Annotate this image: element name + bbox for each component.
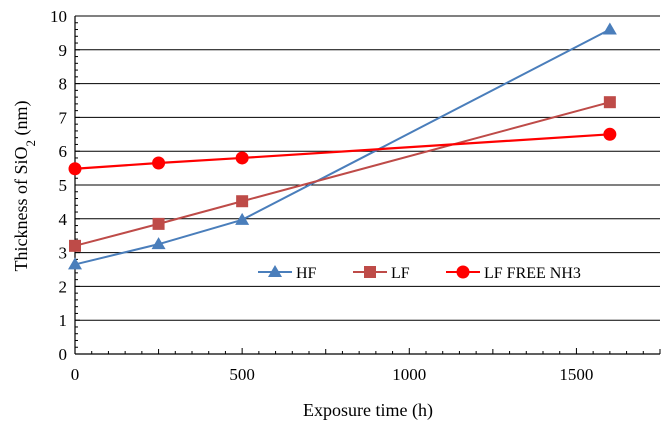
y-tick-label: 4 (59, 210, 68, 229)
y-axis-title-suffix: (nm) (11, 101, 32, 141)
data-point (236, 195, 249, 208)
legend-marker (364, 266, 376, 278)
y-axis-title-prefix: Thickness of SiO (11, 147, 31, 272)
data-point (603, 127, 617, 141)
x-tick-label: 1500 (559, 365, 593, 384)
legend-marker (456, 265, 470, 279)
x-tick-label: 0 (71, 365, 80, 384)
y-axis-title: Thickness of SiO2 (nm) (11, 101, 38, 272)
data-point (235, 151, 249, 165)
series-line-3 (74, 133, 610, 170)
tick-labels: 0 1 2 3 4 5 6 7 8 9 10 0 500 1000 1500 (50, 7, 593, 384)
axes (74, 15, 661, 355)
y-tick-label: 9 (59, 41, 68, 60)
data-point (152, 217, 165, 230)
data-point (68, 257, 82, 270)
y-tick-label: 3 (59, 244, 68, 263)
y-tick-label: 2 (59, 277, 68, 296)
y-tick-label: 6 (59, 142, 68, 161)
y-tick-label: 0 (59, 345, 68, 364)
data-point (603, 96, 616, 109)
series-lines (68, 22, 617, 270)
series-line-1 (74, 28, 611, 266)
y-tick-label: 5 (59, 176, 68, 195)
legend-label: LF (391, 265, 410, 282)
grid-lines (75, 15, 660, 321)
data-point (602, 22, 617, 35)
x-tick-label: 500 (229, 365, 255, 384)
data-point (69, 239, 81, 252)
y-tick-label: 1 (59, 311, 68, 330)
data-point (152, 156, 166, 170)
y-tick-label: 10 (50, 7, 67, 26)
data-point (151, 237, 166, 250)
y-tick-label: 8 (59, 75, 68, 94)
legend: HF LF LF FREE NH3 (258, 265, 581, 282)
data-point (68, 162, 82, 176)
legend-label: HF (296, 265, 317, 282)
series-line-2 (74, 101, 611, 247)
legend-label: LF FREE NH3 (484, 265, 581, 282)
x-axis-title: Exposure time (h) (303, 400, 433, 421)
y-axis-title-subscript: 2 (23, 140, 38, 147)
y-tick-label: 7 (59, 108, 68, 127)
data-point (235, 212, 250, 225)
legend-marker (268, 265, 282, 277)
x-tick-label: 1000 (392, 365, 426, 384)
